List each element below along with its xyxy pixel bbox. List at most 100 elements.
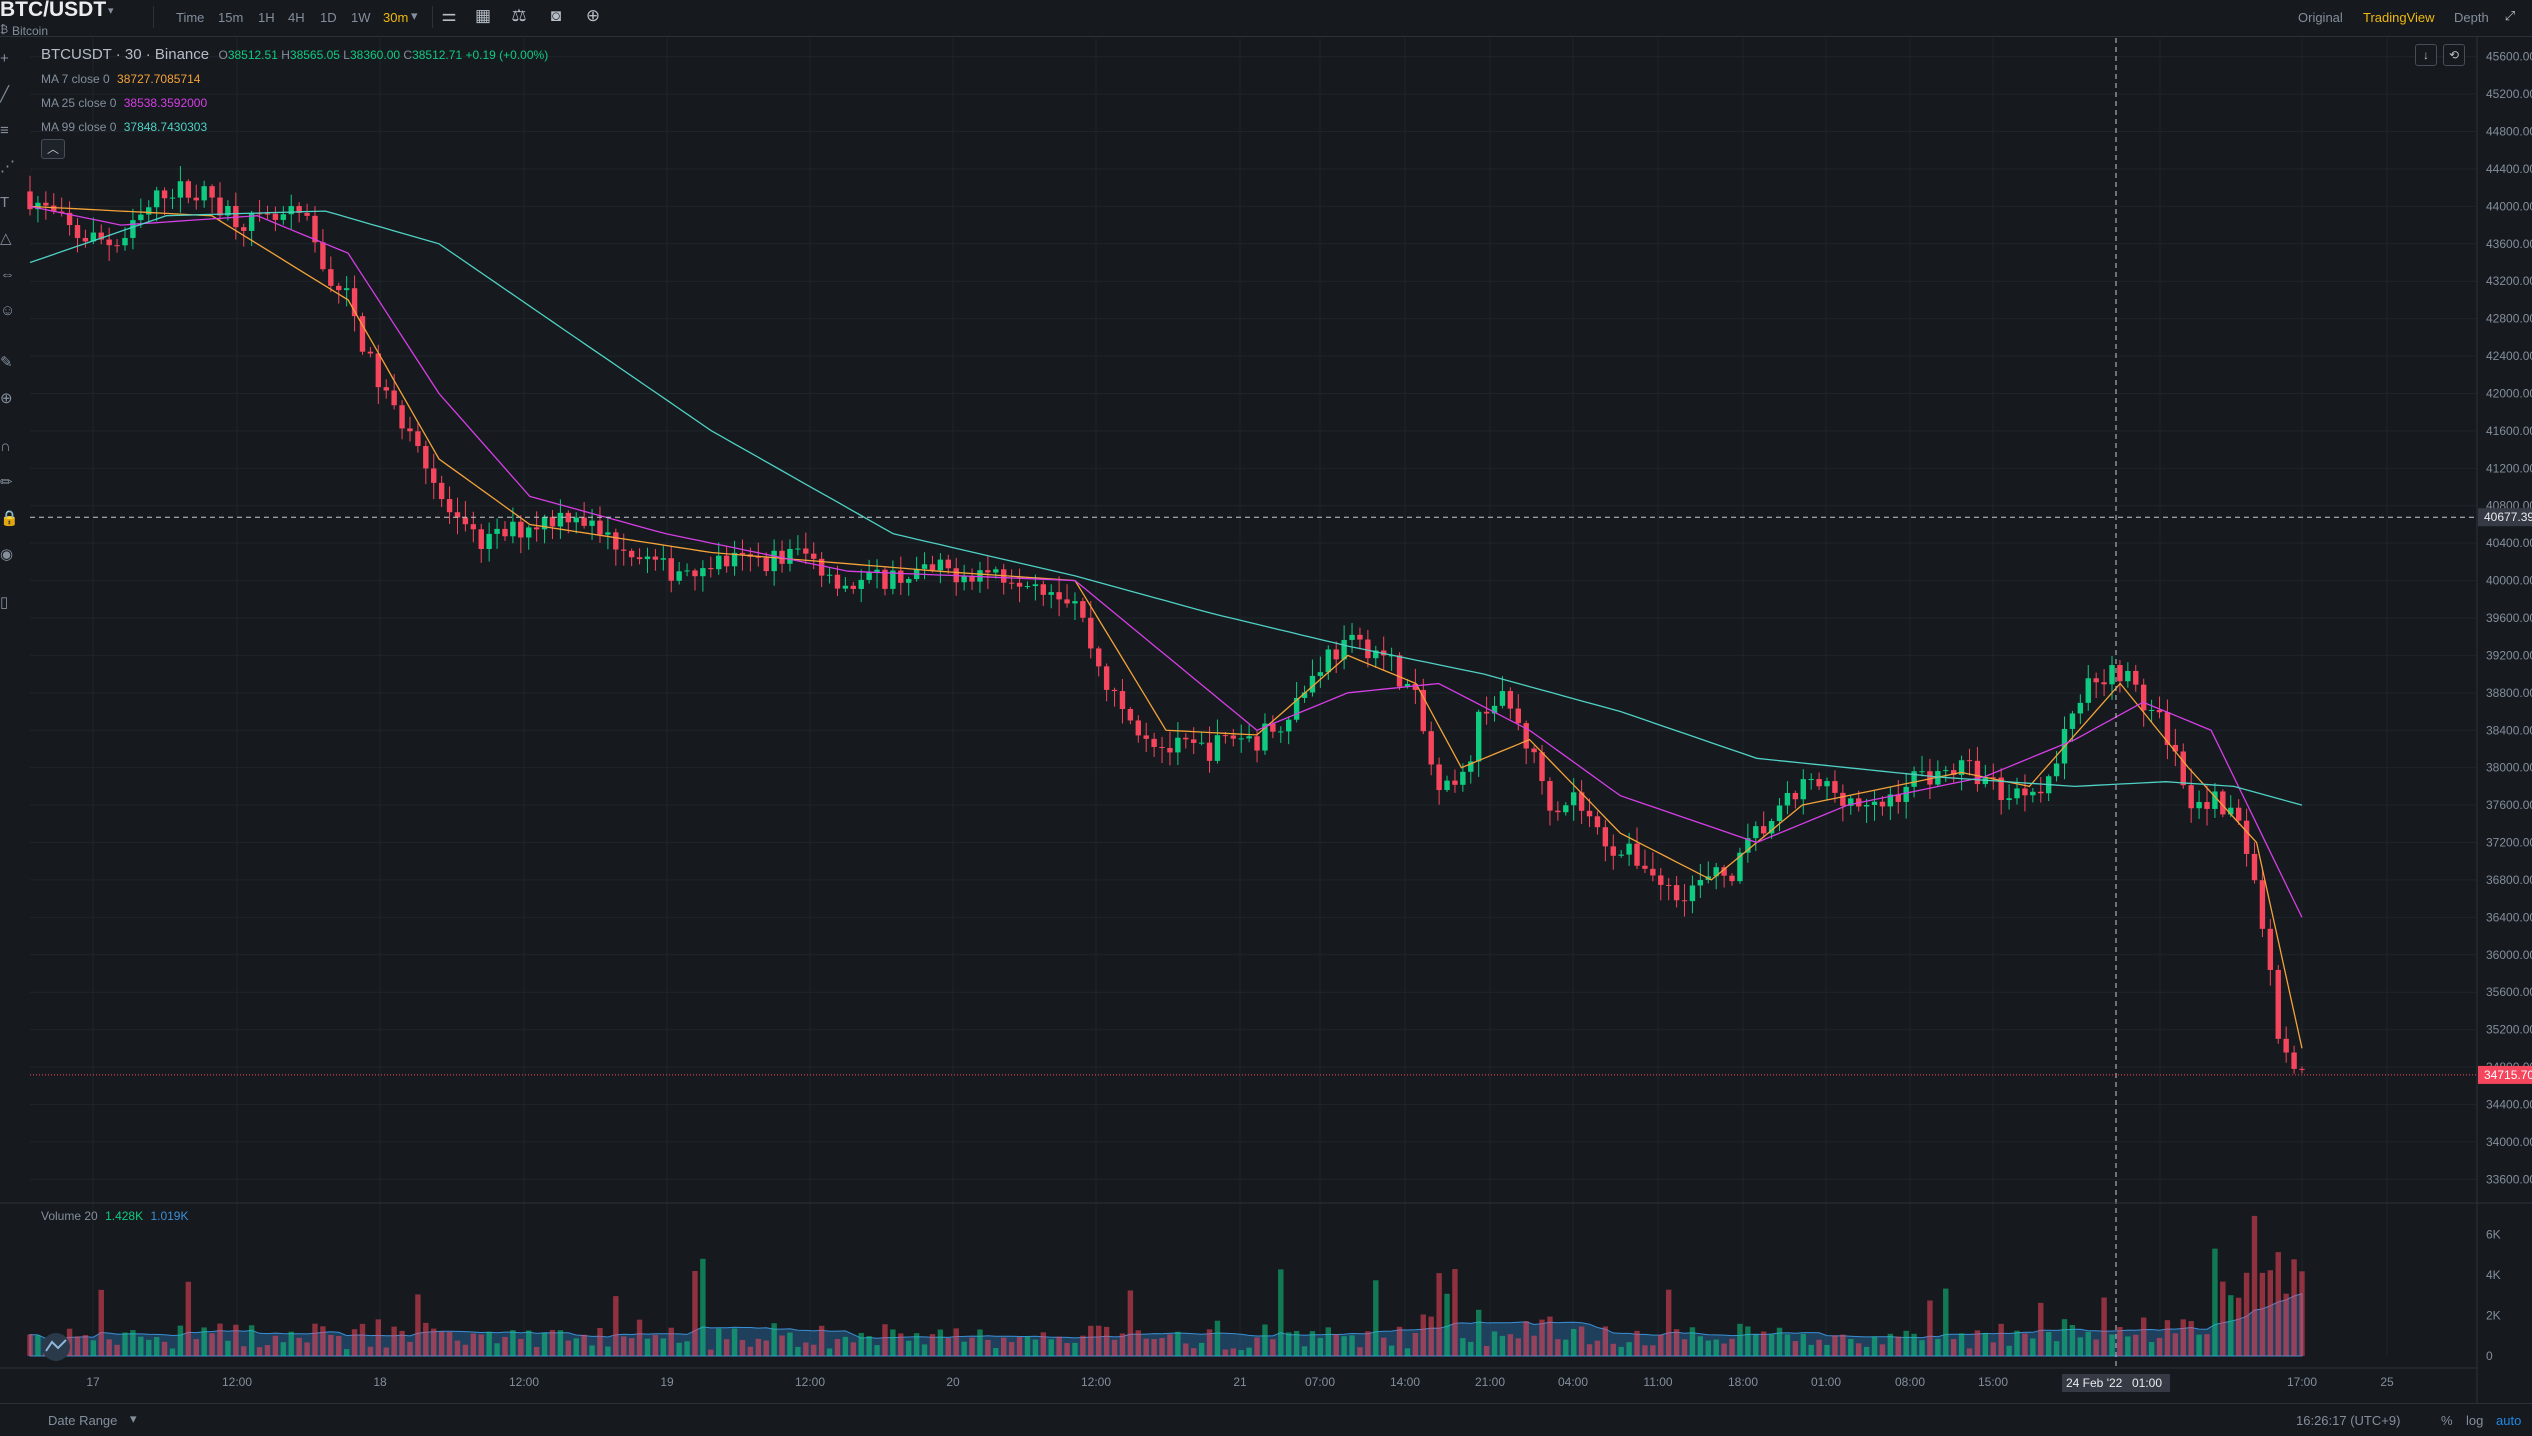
volume-bar [541, 1333, 548, 1356]
lock-icon[interactable]: 🔒 [0, 510, 16, 527]
tab-tradingview[interactable]: TradingView [2363, 10, 2435, 25]
measure-icon[interactable]: ⇔ [0, 266, 15, 283]
volume-bar [2220, 1281, 2226, 1356]
volume-bar [1634, 1330, 1640, 1356]
scroll-to-latest-icon[interactable]: ↓ [2415, 44, 2437, 66]
log-scale-toggle[interactable]: log [2466, 1413, 2484, 1428]
volume-bar [1080, 1335, 1086, 1356]
interval-1d[interactable]: 1D [320, 10, 337, 25]
volume-bar [518, 1338, 524, 1356]
shape-icon[interactable]: △ [0, 230, 12, 247]
reset-chart-icon[interactable]: ⟲ [2443, 44, 2465, 66]
candle [1270, 723, 1276, 732]
zoom-icon[interactable]: ⊕ [0, 390, 13, 407]
lock-draw-icon[interactable]: ✏ [0, 474, 13, 491]
volume-bar [1262, 1324, 1268, 1356]
interval-30m[interactable]: 30m [383, 10, 409, 25]
time-tick-label: 25 [2380, 1375, 2394, 1389]
trendline-icon[interactable]: ╱ [0, 86, 10, 103]
trash-icon[interactable]: ▯ [0, 594, 9, 611]
chevron-down-icon[interactable]: ▾ [411, 8, 418, 23]
volume-bar [1966, 1348, 1973, 1356]
interval-1w[interactable]: 1W [351, 10, 371, 25]
crosshair-icon[interactable]: + [0, 50, 9, 67]
fullscreen-icon[interactable]: ⤢ [2504, 8, 2516, 23]
emoji-icon[interactable]: ☺ [0, 302, 16, 319]
add-icon[interactable]: ⊕ [585, 6, 601, 25]
volume-bar [1301, 1346, 1308, 1356]
ruler-icon[interactable]: ✎ [0, 354, 13, 371]
camera-icon[interactable]: ◙ [550, 6, 562, 25]
candle [1412, 683, 1419, 690]
volume-bar [2228, 1295, 2234, 1356]
volume-bar [27, 1334, 33, 1356]
price-tick-label: 44400.00 [2486, 162, 2532, 176]
text-icon[interactable]: T [0, 194, 10, 211]
symbol-title[interactable]: BTC/USDT [0, 0, 107, 21]
settings-sliders-icon[interactable]: ⚌ [441, 6, 457, 25]
ma7-legend: MA 7 close 0 38727.7085714 [41, 72, 200, 86]
crosshair-time-tag [2062, 1374, 2170, 1392]
percent-scale-toggle[interactable]: % [2441, 1413, 2453, 1428]
candle [1610, 846, 1616, 856]
calculator-icon[interactable]: ▦ [474, 6, 492, 25]
collapse-legend-button[interactable]: ︿ [41, 139, 65, 159]
candle [526, 527, 532, 538]
volume-bar [913, 1333, 920, 1356]
volume-bar [533, 1346, 540, 1356]
candle [581, 517, 587, 526]
interval-15m[interactable]: 15m [218, 10, 244, 25]
candle [969, 575, 975, 582]
candle [1357, 634, 1363, 640]
candle [1848, 798, 1854, 806]
candle [874, 569, 880, 572]
candle [763, 557, 769, 572]
volume-bar [304, 1342, 310, 1356]
candle [1958, 760, 1965, 775]
price-tick-label: 42400.00 [2486, 349, 2532, 363]
candle [818, 558, 825, 576]
fib-icon[interactable]: ≡ [0, 122, 9, 139]
candle [1428, 731, 1434, 765]
candle [494, 528, 500, 534]
candle [169, 197, 176, 199]
candle [795, 548, 801, 550]
time-tick-label: 12:00 [1081, 1375, 1111, 1389]
magnet-icon[interactable]: ∩ [0, 438, 11, 455]
candle [2140, 684, 2147, 711]
candle [383, 387, 389, 391]
price-tick-label: 36400.00 [2486, 910, 2532, 924]
price-tick-label: 42800.00 [2486, 312, 2532, 326]
auto-scale-toggle[interactable]: auto [2496, 1413, 2522, 1428]
candle [2259, 880, 2266, 929]
candle [1935, 771, 1941, 785]
volume-bar [2061, 1319, 2068, 1356]
candle [2235, 807, 2242, 821]
candle [1246, 736, 1252, 739]
eye-icon[interactable]: ◉ [0, 546, 14, 563]
indicators-icon[interactable]: ⚖ [511, 6, 527, 25]
volume-bar [961, 1341, 967, 1356]
candle [636, 557, 643, 560]
volume-bar [779, 1335, 785, 1356]
volume-bar [1998, 1323, 2004, 1356]
chevron-down-icon[interactable]: ▾ [130, 1411, 137, 1426]
tab-original[interactable]: Original [2298, 10, 2343, 25]
volume-bar [1396, 1326, 1403, 1356]
volume-bar [1214, 1320, 1221, 1356]
interval-time[interactable]: Time [176, 10, 205, 25]
candle [462, 517, 469, 525]
date-range-button[interactable]: Date Range [48, 1413, 118, 1428]
volume-bar [1198, 1342, 1205, 1356]
volume-value: 1.428K [105, 1209, 144, 1223]
candle [1404, 683, 1411, 687]
candle [787, 548, 793, 564]
candle [1729, 875, 1735, 882]
interval-1h[interactable]: 1H [258, 10, 275, 25]
volume-bar [945, 1338, 951, 1356]
tab-depth[interactable]: Depth [2454, 10, 2489, 25]
pattern-icon[interactable]: ⋰ [0, 158, 15, 175]
interval-4h[interactable]: 4H [288, 10, 305, 25]
chevron-down-icon[interactable]: ▾ [108, 5, 114, 17]
